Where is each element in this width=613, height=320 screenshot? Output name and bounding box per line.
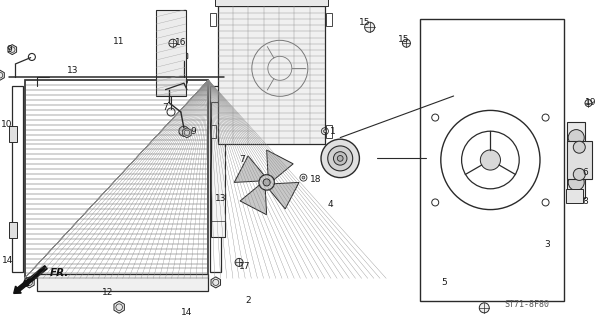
Bar	[9, 222, 17, 238]
Bar	[567, 122, 585, 198]
Circle shape	[328, 146, 352, 171]
Text: 3: 3	[544, 240, 550, 249]
Circle shape	[568, 130, 584, 146]
Polygon shape	[267, 150, 293, 180]
Bar	[567, 141, 592, 179]
Polygon shape	[240, 185, 267, 215]
Polygon shape	[25, 277, 34, 288]
Text: 15: 15	[398, 36, 410, 44]
Circle shape	[402, 39, 411, 47]
Text: 13: 13	[67, 66, 79, 75]
Text: 14: 14	[181, 308, 192, 317]
Polygon shape	[180, 52, 188, 60]
Circle shape	[365, 22, 375, 32]
Text: 1: 1	[330, 127, 335, 136]
Text: 2: 2	[245, 296, 251, 305]
Polygon shape	[183, 128, 191, 138]
Circle shape	[324, 130, 326, 132]
Circle shape	[585, 100, 592, 107]
Circle shape	[263, 179, 270, 186]
Text: 7: 7	[162, 103, 168, 112]
FancyArrow shape	[13, 266, 47, 293]
Bar	[218, 6, 325, 144]
Bar	[210, 125, 216, 138]
Text: FR.: FR.	[50, 268, 70, 278]
Circle shape	[573, 141, 585, 153]
Circle shape	[568, 174, 584, 190]
Circle shape	[235, 259, 243, 266]
Text: 16: 16	[175, 38, 186, 47]
Circle shape	[481, 150, 500, 170]
Text: 18: 18	[310, 175, 321, 184]
Circle shape	[259, 175, 275, 190]
Bar	[210, 13, 216, 26]
Text: 9: 9	[190, 127, 196, 136]
Text: 15: 15	[359, 18, 370, 27]
Bar	[37, 274, 208, 291]
Bar	[566, 189, 583, 203]
Bar	[210, 86, 221, 272]
Bar	[25, 80, 208, 278]
Polygon shape	[211, 277, 221, 288]
Circle shape	[479, 303, 489, 313]
Text: 6: 6	[582, 168, 588, 177]
Text: 7: 7	[239, 156, 245, 164]
Bar	[215, 0, 328, 6]
Text: 11: 11	[113, 37, 125, 46]
Polygon shape	[234, 156, 264, 182]
Text: 10: 10	[1, 120, 13, 129]
Bar	[156, 10, 186, 96]
Text: 5: 5	[441, 278, 447, 287]
Circle shape	[573, 168, 585, 180]
Circle shape	[302, 176, 305, 179]
Text: 4: 4	[328, 200, 333, 209]
Polygon shape	[269, 182, 299, 209]
Text: 12: 12	[102, 288, 113, 297]
Bar	[211, 102, 225, 237]
Bar	[12, 86, 23, 272]
Circle shape	[337, 156, 343, 161]
Polygon shape	[8, 44, 17, 55]
Bar	[9, 126, 17, 142]
Circle shape	[321, 139, 359, 178]
Bar	[420, 19, 564, 301]
Text: 13: 13	[215, 194, 226, 203]
Circle shape	[179, 126, 189, 136]
Polygon shape	[114, 301, 124, 313]
Circle shape	[333, 152, 347, 165]
Text: ST71-8F80: ST71-8F80	[504, 300, 550, 309]
Bar	[326, 13, 332, 26]
Text: 17: 17	[239, 262, 251, 271]
Text: 14: 14	[2, 256, 13, 265]
Text: 19: 19	[585, 98, 597, 107]
Circle shape	[169, 39, 177, 47]
Bar	[326, 125, 332, 138]
Text: 9: 9	[6, 45, 12, 54]
Text: 8: 8	[582, 197, 588, 206]
Polygon shape	[0, 70, 4, 80]
